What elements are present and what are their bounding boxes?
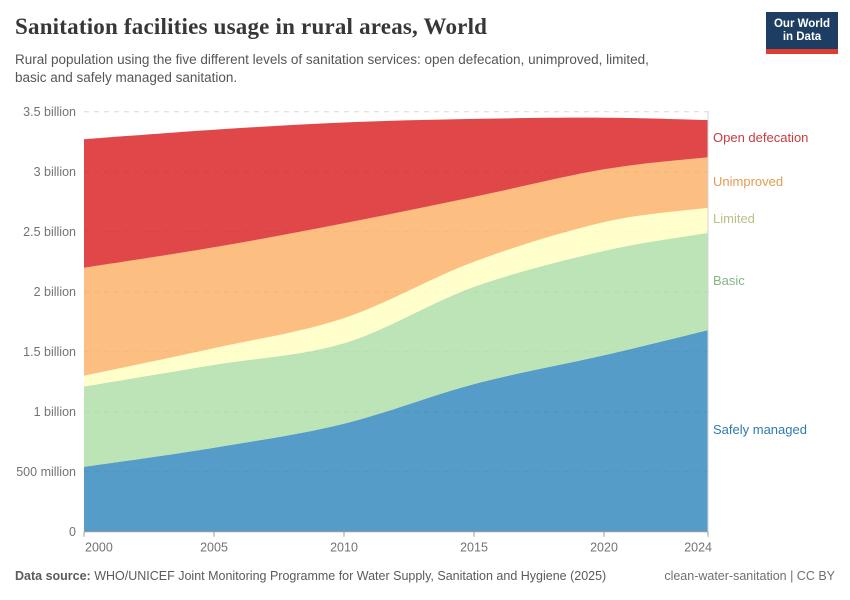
data-source-label: Data source: — [15, 569, 91, 583]
y-tick-label: 500 million — [16, 465, 76, 479]
y-tick-label: 1.5 billion — [23, 345, 76, 359]
owid-logo-line-1: Our World — [773, 18, 830, 30]
subtitle-line-2: basic and safely managed sanitation. — [15, 70, 238, 85]
x-tick-label: 2010 — [330, 541, 358, 555]
y-tick-label: 0 — [69, 525, 76, 539]
y-tick-label: 3 billion — [34, 165, 76, 179]
legend-label-limited[interactable]: Limited — [713, 211, 755, 227]
x-tick-label: 2005 — [200, 541, 228, 555]
x-tick-label: 2020 — [590, 541, 618, 555]
legend-label-unimproved[interactable]: Unimproved — [713, 173, 784, 189]
chart-footer: clean-water-sanitation | CC BY Data sour… — [15, 569, 835, 583]
legend-label-open-defecation[interactable]: Open defecation — [713, 129, 809, 145]
owid-logo[interactable]: Our World in Data — [766, 12, 838, 54]
legend-label-basic[interactable]: Basic — [713, 272, 745, 288]
chart-subtitle: Rural population using the five differen… — [15, 51, 649, 87]
x-tick-label: 2000 — [85, 541, 113, 555]
area-open-defecation[interactable] — [84, 117, 708, 268]
area-safely-managed[interactable] — [84, 330, 708, 532]
y-tick-label: 3.5 billion — [23, 105, 76, 119]
area-limited[interactable] — [84, 207, 708, 387]
legend-label-safely-managed[interactable]: Safely managed — [713, 421, 807, 437]
page-title: Sanitation facilities usage in rural are… — [15, 14, 488, 39]
subtitle-line-1: Rural population using the five differen… — [15, 52, 649, 67]
y-tick-label: 1 billion — [34, 405, 76, 419]
x-tick-label: 2015 — [460, 541, 488, 555]
x-tick-label: 2024 — [684, 541, 712, 555]
area-unimproved[interactable] — [84, 157, 708, 376]
data-source-text: WHO/UNICEF Joint Monitoring Programme fo… — [90, 569, 607, 583]
area-basic[interactable] — [84, 232, 708, 467]
license-link[interactable]: clean-water-sanitation | CC BY — [664, 569, 835, 583]
y-tick-label: 2 billion — [34, 285, 76, 299]
owid-logo-line-2: in Data — [782, 31, 822, 43]
y-tick-label: 2.5 billion — [23, 225, 76, 239]
